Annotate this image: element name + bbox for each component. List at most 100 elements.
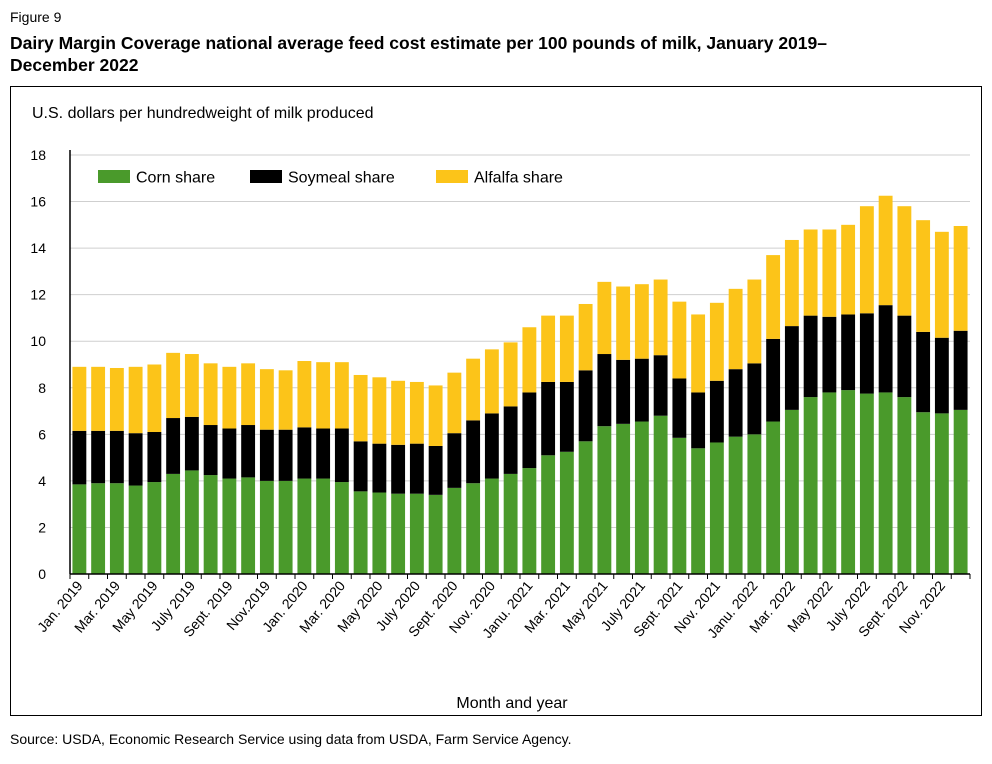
soymeal-segment <box>634 358 649 422</box>
soymeal-segment <box>803 315 818 398</box>
corn-segment <box>203 475 218 574</box>
corn-segment <box>934 413 949 574</box>
corn-segment <box>241 477 256 574</box>
alfalfa-segment <box>166 352 181 419</box>
y-tick-label: 8 <box>38 380 46 396</box>
alfalfa-segment <box>841 224 856 315</box>
corn-segment <box>334 482 349 574</box>
x-axis-label: Month and year <box>456 695 568 712</box>
soymeal-segment <box>728 369 743 437</box>
legend: Corn share Soymeal share Alfalfa share <box>98 170 563 187</box>
corn-segment <box>859 393 874 574</box>
alfalfa-segment <box>259 369 274 430</box>
alfalfa-segment <box>316 362 331 429</box>
corn-segment <box>109 483 124 574</box>
soymeal-segment <box>128 433 143 486</box>
alfalfa-segment <box>859 206 874 314</box>
alfalfa-segment <box>953 225 968 331</box>
soymeal-segment <box>484 413 499 479</box>
alfalfa-segment <box>353 374 368 442</box>
alfalfa-segment <box>184 354 199 417</box>
soymeal-segment <box>653 355 668 416</box>
alfalfa-segment <box>241 363 256 426</box>
corn-segment <box>916 412 931 574</box>
alfalfa-segment <box>522 327 537 393</box>
soymeal-segment <box>822 316 837 393</box>
soymeal-segment <box>597 354 612 427</box>
alfalfa-segment <box>709 302 724 381</box>
soymeal-segment <box>466 420 481 484</box>
soymeal-segment <box>916 331 931 413</box>
y-tick-label: 2 <box>38 519 46 535</box>
corn-segment <box>278 480 293 574</box>
soymeal-segment <box>522 392 537 469</box>
corn-segment <box>72 484 87 574</box>
corn-segment <box>353 491 368 574</box>
soymeal-segment <box>934 337 949 414</box>
soymeal-segment <box>409 443 424 494</box>
y-tick-label: 16 <box>30 194 46 210</box>
y-tick-label: 10 <box>30 333 46 349</box>
corn-segment <box>184 470 199 574</box>
alfalfa-segment <box>634 284 649 359</box>
alfalfa-segment <box>484 349 499 414</box>
soymeal-segment <box>184 416 199 471</box>
chart-title: Dairy Margin Coverage national average f… <box>10 32 980 76</box>
corn-segment <box>428 494 443 574</box>
legend-label: Corn share <box>136 170 215 187</box>
soymeal-segment <box>334 428 349 483</box>
legend-label: Soymeal share <box>288 170 395 187</box>
alfalfa-segment <box>428 385 443 446</box>
alfalfa-segment <box>559 315 574 382</box>
corn-segment <box>653 415 668 574</box>
corn-segment <box>391 493 406 574</box>
alfalfa-segment <box>503 342 518 407</box>
legend-label: Alfalfa share <box>474 170 563 187</box>
y-tick-label: 12 <box>30 287 46 303</box>
alfalfa-segment <box>653 279 668 356</box>
corn-segment <box>578 441 593 574</box>
soymeal-segment <box>372 443 387 493</box>
corn-segment <box>147 482 162 574</box>
soymeal-segment <box>72 430 87 485</box>
corn-segment <box>316 478 331 574</box>
soymeal-segment <box>897 315 912 398</box>
corn-segment <box>541 455 556 574</box>
corn-segment <box>784 409 799 574</box>
soymeal-segment <box>316 428 331 479</box>
soymeal-segment <box>353 441 368 492</box>
alfalfa-segment <box>691 314 706 393</box>
soymeal-segment <box>784 326 799 410</box>
corn-segment <box>297 478 312 574</box>
chart-title-line-2: December 2022 <box>10 55 139 75</box>
alfalfa-segment <box>916 220 931 332</box>
legend-swatch <box>436 170 468 183</box>
alfalfa-segment <box>597 281 612 355</box>
corn-segment <box>634 421 649 574</box>
legend-swatch <box>98 170 130 183</box>
legend-swatch <box>250 170 282 183</box>
soymeal-segment <box>259 429 274 481</box>
alfalfa-segment <box>672 301 687 379</box>
alfalfa-segment <box>447 372 462 434</box>
alfalfa-segment <box>934 231 949 338</box>
alfalfa-segment <box>803 229 818 316</box>
corn-segment <box>166 473 181 574</box>
corn-segment <box>128 485 143 574</box>
corn-segment <box>447 487 462 574</box>
corn-segment <box>878 392 893 574</box>
soymeal-segment <box>709 380 724 443</box>
soymeal-segment <box>503 406 518 474</box>
soymeal-segment <box>447 433 462 488</box>
corn-segment <box>222 478 237 574</box>
soymeal-segment <box>559 381 574 452</box>
corn-segment <box>522 468 537 574</box>
soymeal-segment <box>616 359 631 424</box>
corn-segment <box>616 423 631 574</box>
corn-segment <box>841 390 856 574</box>
corn-segment <box>822 392 837 574</box>
alfalfa-segment <box>822 229 837 317</box>
soymeal-segment <box>859 313 874 394</box>
alfalfa-segment <box>578 303 593 371</box>
corn-segment <box>897 397 912 574</box>
